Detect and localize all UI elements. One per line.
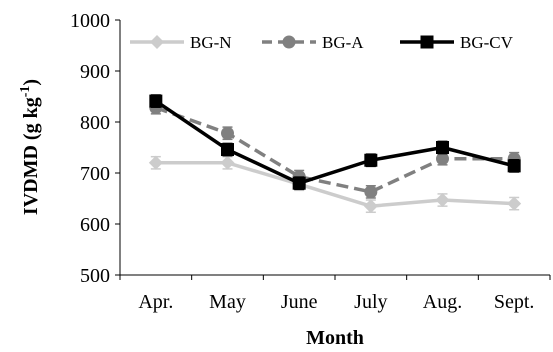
series-line-bg-cv [154, 99, 515, 185]
axes [119, 20, 550, 276]
series-line-bg-n [155, 161, 515, 208]
series-bg-cv [149, 94, 521, 191]
x-tick-label: May [209, 291, 246, 313]
y-tick-label: 500 [80, 265, 110, 287]
x-tick-label: Sept. [494, 291, 535, 313]
y-axis-ticks: 500 600 700 800 900 1000 [70, 10, 120, 287]
point-bg-a [221, 126, 234, 140]
legend-item-bg-n: BG-N [130, 33, 232, 52]
x-tick-label: Apr. [138, 291, 173, 313]
point-bg-n [435, 193, 450, 208]
series-layer [148, 94, 522, 214]
series-bg-n [148, 155, 522, 214]
y-axis-title-sup: -1 [18, 86, 33, 98]
y-tick-label: 700 [80, 163, 110, 185]
x-axis-ticks: Apr. May June July Aug. Sept. [119, 275, 551, 313]
point-bg-cv [149, 94, 163, 108]
y-tick-label: 900 [80, 61, 110, 83]
legend-label-bg-a: BG-A [322, 33, 364, 52]
series-bg-a [149, 100, 521, 199]
svg-text:IVDMD (g kg-1): IVDMD (g kg-1) [18, 79, 42, 215]
legend-marker-bg-n [150, 35, 164, 49]
x-axis-title: Month [306, 327, 364, 349]
point-bg-a [364, 185, 378, 199]
point-bg-n [363, 199, 378, 214]
y-tick-label: 600 [80, 214, 110, 236]
legend-label-bg-n: BG-N [190, 33, 232, 52]
point-bg-n [507, 196, 522, 211]
point-bg-cv [292, 176, 306, 190]
y-tick-label: 800 [80, 112, 110, 134]
x-tick-label: July [354, 291, 387, 313]
x-tick-label: June [281, 291, 318, 313]
legend-marker-bg-a [282, 35, 296, 49]
point-bg-n [220, 155, 235, 170]
y-axis-title-close: ) [20, 79, 42, 86]
legend-item-bg-cv: BG-CV [400, 33, 514, 52]
x-tick-label: Aug. [423, 291, 462, 313]
legend-marker-bg-cv [420, 35, 434, 49]
legend-label-bg-cv: BG-CV [460, 33, 514, 52]
point-bg-cv [221, 143, 234, 157]
legend-item-bg-a: BG-A [262, 33, 364, 52]
point-bg-cv [436, 141, 449, 154]
point-bg-cv [364, 153, 378, 167]
legend: BG-N BG-A BG-CV [130, 33, 514, 52]
y-axis-title-main: IVDMD (g kg [20, 97, 42, 215]
point-bg-n [148, 155, 163, 170]
y-axis-title: IVDMD (g kg-1) [18, 79, 42, 215]
y-tick-label: 1000 [70, 10, 110, 32]
series-line-bg-a [155, 106, 515, 194]
point-bg-a [436, 152, 449, 166]
point-bg-cv [507, 159, 521, 173]
